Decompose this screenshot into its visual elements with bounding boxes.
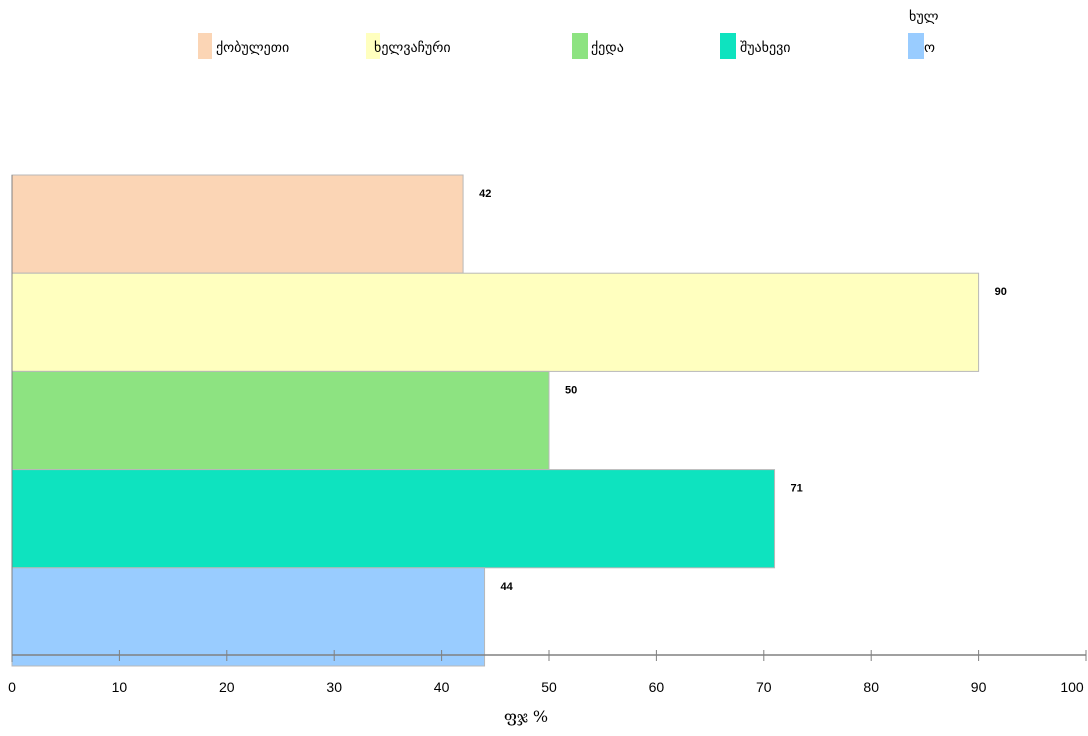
legend-label: ქედა <box>591 40 624 56</box>
legend-swatch <box>908 33 924 59</box>
legend-label: ხელვაჩური <box>374 39 451 56</box>
x-tick-label: 10 <box>112 679 128 695</box>
x-tick-label: 100 <box>1060 679 1084 695</box>
x-axis: 0 10 20 30 40 50 60 70 80 90 100 ფჯ % <box>8 175 1087 726</box>
x-tick-label: 0 <box>8 679 16 695</box>
x-tick-label: 90 <box>971 679 987 695</box>
legend-label-line1: ხულ <box>909 9 939 25</box>
legend-label-line2: ო <box>924 40 935 56</box>
legend-item-khelvachauri: ხელვაჩური <box>366 33 451 59</box>
x-axis-title: ფჯ % <box>504 707 548 726</box>
bar-2 <box>11 272 980 372</box>
data-label-2: 90 <box>995 286 1007 298</box>
legend-label: შუახევი <box>740 40 791 56</box>
data-labels: 42 90 50 71 44 <box>479 188 1007 593</box>
bar-3 <box>11 370 550 471</box>
data-label-5: 44 <box>501 581 514 593</box>
legend-item-shuakhevi: შუახევი <box>720 33 791 59</box>
x-tick-label: 30 <box>326 679 342 695</box>
x-tick-label: 20 <box>219 679 235 695</box>
legend-swatch <box>366 33 380 59</box>
legend-item-keda: ქედა <box>572 33 624 59</box>
legend-label: ქობულეთი <box>216 40 289 56</box>
legend-item-khulo: ხულ ო <box>908 9 939 59</box>
data-label-3: 50 <box>565 384 577 396</box>
x-axis-tick-labels: 0 10 20 30 40 50 60 70 80 90 100 <box>8 679 1084 695</box>
x-tick-label: 80 <box>863 679 879 695</box>
x-axis-ticks <box>11 650 1087 661</box>
data-label-1: 42 <box>479 188 491 200</box>
legend-swatch <box>720 33 736 59</box>
legend-item-kobuleti: ქობულეთი <box>198 33 289 59</box>
bar-4 <box>11 469 776 569</box>
legend-swatch <box>198 33 212 59</box>
x-tick-label: 70 <box>756 679 772 695</box>
x-tick-label: 50 <box>541 679 557 695</box>
bars <box>11 174 980 667</box>
bar-1 <box>11 174 464 274</box>
x-tick-label: 60 <box>649 679 665 695</box>
legend: ქობულეთი ხელვაჩური ქედა შუახევი ხულ ო <box>198 9 939 59</box>
bar-5 <box>11 567 486 667</box>
x-tick-label: 40 <box>434 679 450 695</box>
data-label-4: 71 <box>791 483 803 495</box>
legend-swatch <box>572 33 588 59</box>
